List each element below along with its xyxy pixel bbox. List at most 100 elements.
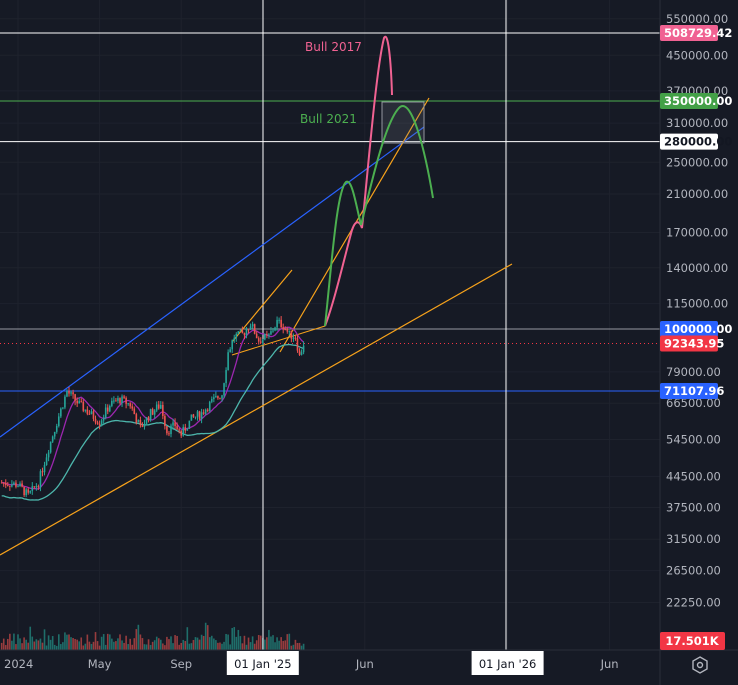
volume-bar: [164, 645, 166, 650]
x-tick-label: 01 Jan '26: [479, 657, 536, 671]
volume-bar: [247, 637, 250, 650]
volume-bar: [241, 643, 244, 650]
candle: [66, 391, 68, 397]
volume-bar: [227, 634, 229, 650]
volume-bar: [37, 640, 40, 650]
candle: [119, 398, 121, 403]
candle: [102, 417, 105, 421]
candle: [278, 319, 280, 321]
volume-bar: [206, 625, 209, 650]
candle: [74, 394, 76, 401]
candle: [270, 331, 272, 335]
level-price-label: 100000.00: [664, 322, 732, 336]
candle: [219, 398, 221, 400]
volume-bar: [35, 639, 38, 650]
volume-bar: [235, 636, 238, 650]
candle: [284, 329, 287, 331]
volume-bar: [213, 638, 215, 650]
candle: [188, 420, 191, 429]
candle: [2, 482, 5, 484]
volume-bar: [109, 634, 111, 650]
blue-trendline[interactable]: [0, 126, 425, 438]
volume-bar: [139, 634, 142, 650]
volume-bar: [237, 629, 240, 650]
candle: [182, 427, 185, 436]
candle: [196, 411, 199, 417]
candle: [245, 329, 248, 336]
time-axis[interactable]: 2024 May Sep 01 Jan '25 Jun 01 Jan '26 Jun: [4, 651, 619, 675]
candle: [235, 333, 238, 338]
settings-icon[interactable]: [692, 656, 708, 674]
level-price-tag: [660, 24, 718, 41]
volume-bar: [170, 636, 172, 650]
volume-bar: [39, 638, 42, 650]
volume-bar: [111, 638, 113, 650]
level-price-tag: [660, 133, 718, 150]
volume-bar: [259, 635, 262, 650]
y-tick-label: 250000.00: [666, 155, 728, 169]
volume-bar: [208, 637, 211, 650]
candle: [300, 352, 303, 355]
volume-bar: [257, 634, 260, 650]
volume-bar: [49, 639, 52, 650]
y-tick-label: 79000.00: [666, 365, 721, 379]
candle: [243, 333, 246, 336]
volume-bar: [245, 644, 248, 650]
volume-bar: [302, 643, 305, 650]
volume-bar: [162, 643, 164, 650]
y-tick-label: 210000.00: [666, 187, 728, 201]
volume-bar: [25, 639, 27, 650]
candle: [174, 422, 176, 427]
candle: [0, 482, 3, 484]
candle: [302, 345, 305, 353]
volume-bar: [106, 633, 109, 650]
bull-2021-projection[interactable]: [324, 105, 434, 327]
volume-bar: [78, 641, 80, 650]
x-tick-label: Sep: [170, 657, 192, 671]
candle: [76, 400, 78, 404]
price-axis[interactable]: 550000.00450000.00370000.00310000.002500…: [660, 12, 732, 610]
level-price-tag: [660, 383, 718, 400]
candle: [82, 401, 85, 411]
candle: [113, 400, 115, 402]
level-price-label: 71107.96: [664, 384, 724, 398]
candle: [268, 334, 270, 336]
orange-support-trendline[interactable]: [0, 263, 513, 556]
candle: [262, 339, 264, 343]
candle: [94, 418, 97, 423]
settings-button[interactable]: [692, 656, 708, 674]
candle: [160, 404, 162, 409]
volume-bar: [94, 632, 97, 650]
volume-bar: [4, 645, 7, 650]
candle: [298, 350, 301, 355]
volume-label: 17.501K: [660, 632, 725, 650]
volume-bar: [223, 641, 225, 650]
volume-bar: [196, 637, 199, 650]
y-tick-label: 450000.00: [666, 48, 728, 62]
level-price-tag: [660, 335, 718, 352]
bull-2017-projection[interactable]: [324, 35, 393, 327]
volume-bar: [300, 645, 303, 650]
volume-bar: [292, 644, 295, 650]
candle: [31, 486, 34, 491]
candle: [253, 324, 256, 334]
volume-bar: [21, 643, 23, 650]
y-tick-label: 66500.00: [666, 396, 721, 410]
orange-connector[interactable]: [231, 325, 326, 356]
level-price-label: 350000.00: [664, 94, 732, 108]
candle: [100, 420, 103, 426]
target-box[interactable]: [381, 101, 425, 144]
candle: [247, 329, 250, 331]
volume-bar: [160, 639, 162, 650]
candle: [202, 412, 205, 414]
y-tick-label: 26500.00: [666, 564, 721, 578]
volume-bar: [7, 638, 9, 650]
candle: [25, 489, 27, 496]
candle: [70, 392, 72, 394]
volume-bar: [133, 638, 136, 650]
candle: [178, 429, 180, 431]
volume-bar: [155, 636, 158, 650]
volume-bar: [251, 636, 254, 650]
volume-bar: [166, 636, 168, 650]
